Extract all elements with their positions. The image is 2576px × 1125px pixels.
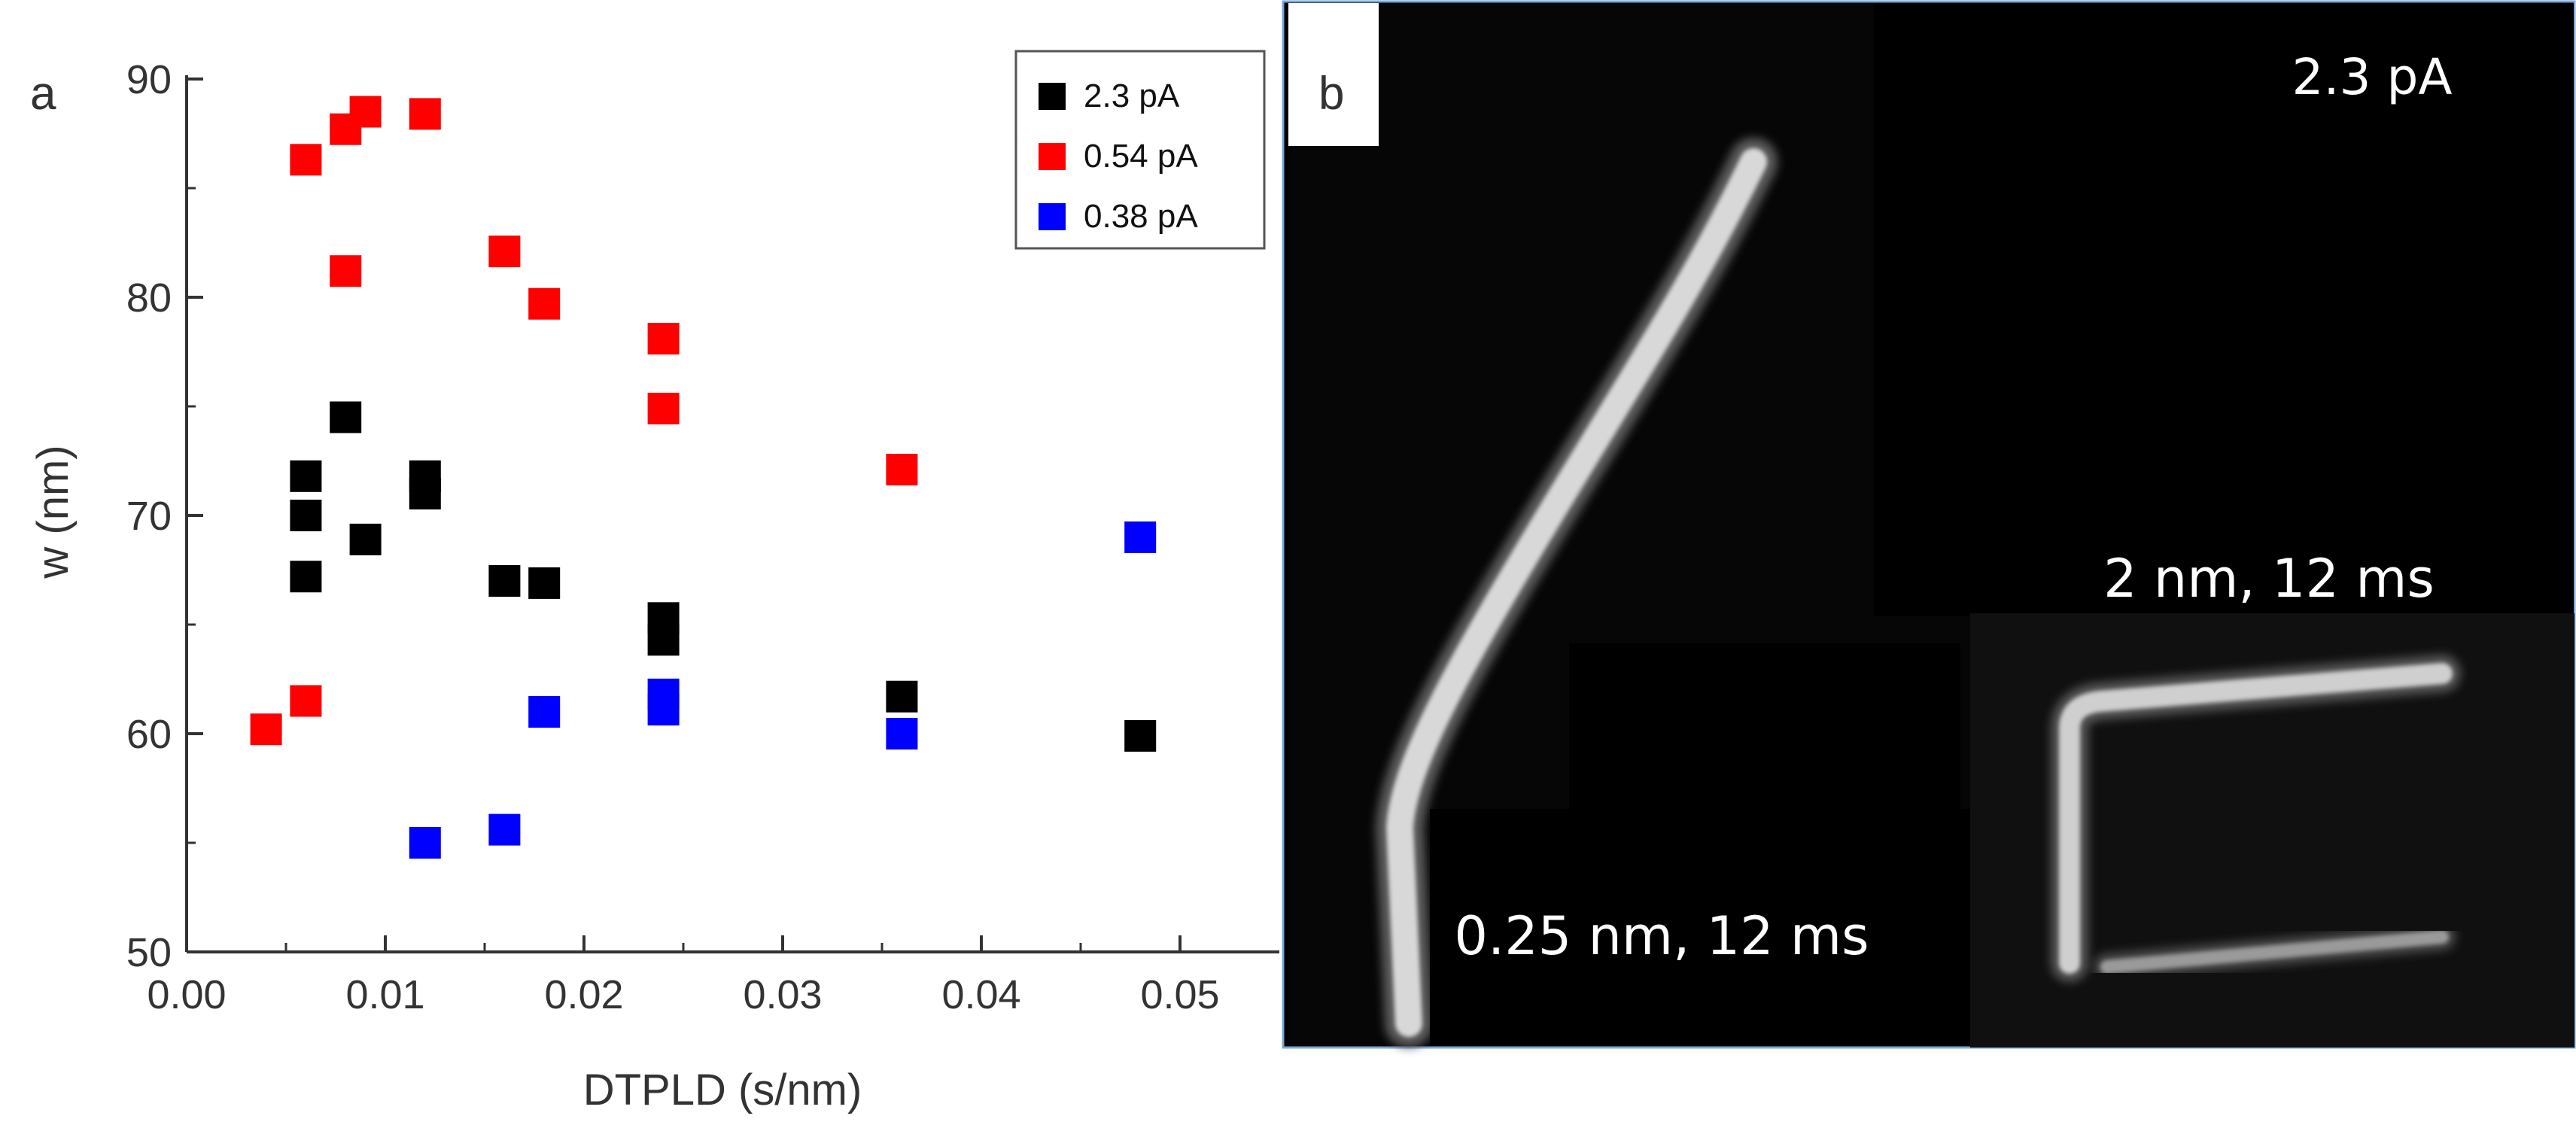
x-axis-label: DTPLD (s/nm) [583, 1066, 862, 1114]
left-caption-box [1430, 809, 1972, 1046]
legend-swatch-0-54-pa [1039, 143, 1066, 170]
data-point [290, 144, 322, 176]
x-tick-label: 0.03 [743, 972, 822, 1017]
nanowire-core [1385, 148, 1767, 1037]
bracket-nanowire-structure [2051, 655, 2461, 982]
panel-a-label: a [30, 68, 56, 120]
right-top-black-area [1874, 3, 2574, 616]
data-point [488, 236, 521, 268]
data-point [528, 567, 561, 599]
data-point [886, 454, 918, 486]
panel-b-label-box [1288, 3, 1379, 146]
data-point [290, 685, 322, 717]
legend-label-0-38-pa: 0.38 pA [1084, 198, 1198, 235]
data-point [290, 460, 322, 492]
panel-a-scatter-chart: a 0.00 0.01 0.02 0.03 0.04 0.05 50 60 70 80 90 w (… [29, 50, 1279, 1114]
current-label: 2.3 pA [2292, 48, 2453, 106]
data-point [290, 500, 322, 531]
data-point [349, 523, 382, 555]
data-point [349, 96, 382, 128]
panel-b-microscopy-images: b 2.3 pA 0.25 nm, 12 ms 2 nm, 12 ms [1282, 0, 2576, 1049]
curved-nanowire-structure [1375, 138, 1778, 1047]
legend-label-2-3-pa: 2.3 pA [1084, 78, 1180, 114]
data-point [886, 680, 918, 713]
data-point [488, 813, 521, 846]
panel-b-label: b [1318, 68, 1344, 120]
data-point [409, 98, 441, 130]
bracket-core [2059, 663, 2453, 974]
data-point [886, 718, 918, 749]
y-tick-label: 70 [126, 494, 172, 539]
data-point [409, 478, 441, 509]
x-tick-label: 0.04 [941, 972, 1020, 1017]
data-point [647, 694, 680, 726]
x-tick-label: 0.05 [1140, 972, 1219, 1017]
y-tick-label: 60 [126, 712, 172, 757]
legend-swatch-0-38-pa [1039, 203, 1066, 230]
data-point [528, 696, 561, 728]
legend-swatch-2-3-pa [1039, 83, 1066, 110]
right-image-caption: 2 nm, 12 ms [2103, 548, 2435, 610]
data-point [290, 561, 322, 593]
series-0 [290, 401, 1157, 752]
data-point [330, 255, 362, 287]
y-tick-label: 80 [126, 275, 172, 321]
chart-axes: 0.00 0.01 0.02 0.03 0.04 0.05 50 60 70 80 90 [126, 57, 1279, 1017]
left-image-caption: 0.25 nm, 12 ms [1454, 905, 1869, 967]
series-1 [250, 96, 918, 746]
x-tick-label: 0.00 [147, 972, 226, 1017]
data-point [647, 323, 680, 355]
data-point [250, 713, 282, 746]
data-point [330, 401, 362, 433]
y-tick-label: 50 [126, 930, 172, 975]
chart-legend: 2.3 pA 0.54 pA 0.38 pA [1014, 50, 1266, 250]
data-point [1124, 719, 1157, 752]
data-point [1124, 521, 1157, 553]
left-caption-box-upper [1569, 643, 1960, 816]
y-tick-label: 90 [126, 57, 172, 102]
series-2 [409, 521, 1157, 859]
data-point [647, 392, 680, 424]
legend-label-0-54-pa: 0.54 pA [1084, 138, 1198, 175]
data-point [528, 287, 561, 320]
chart-marks [250, 96, 1157, 859]
data-point [409, 827, 441, 859]
x-tick-label: 0.01 [345, 972, 424, 1017]
data-point [488, 565, 521, 597]
bracket-lower-arm-core [2100, 930, 2449, 974]
y-axis-label: w (nm) [29, 445, 78, 579]
data-point [647, 624, 680, 656]
x-tick-label: 0.02 [544, 972, 623, 1017]
